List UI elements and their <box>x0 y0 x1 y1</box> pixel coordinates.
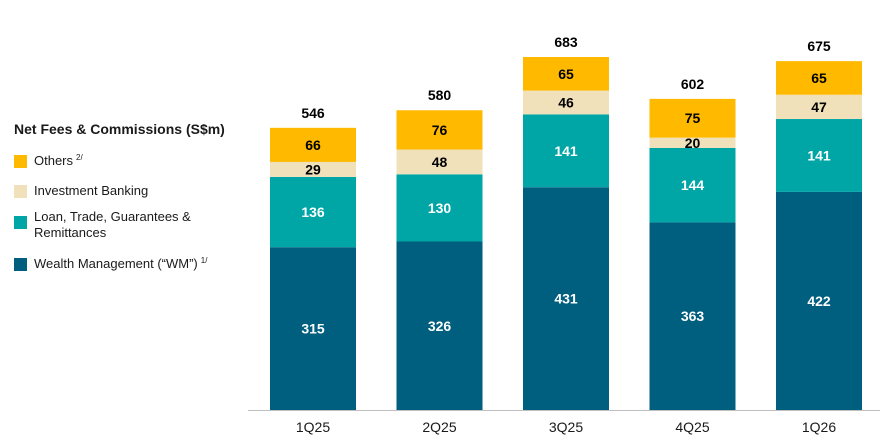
bar-segment-4q25-investment-banking <box>649 137 736 148</box>
bar-segment-3q25-loan-trade-guarantees-remittances <box>523 114 609 188</box>
legend-footnote-wealth-management: 1/ <box>200 256 208 265</box>
data-label-1q25-loan-trade-guarantees-remittances: 136 <box>301 204 325 220</box>
x-tick-label-1q26: 1Q26 <box>802 419 836 435</box>
bar-segment-1q25-loan-trade-guarantees-remittances <box>270 176 356 248</box>
legend-label-investment-banking: Investment Banking <box>34 183 149 198</box>
total-label-4q25: 602 <box>681 76 705 92</box>
data-label-1q25-wealth-management-wm: 315 <box>301 321 325 337</box>
bar-segment-1q26-wealth-management-wm <box>776 191 862 410</box>
data-label-2q25-investment-banking: 48 <box>432 154 448 170</box>
data-label-2q25-loan-trade-guarantees-remittances: 130 <box>428 200 452 216</box>
data-label-1q26-others: 65 <box>811 70 827 86</box>
bar-segment-1q26-loan-trade-guarantees-remittances <box>776 119 862 192</box>
x-tick-label-1q25: 1Q25 <box>296 419 330 435</box>
legend-item-others: Others 2/ <box>14 153 254 169</box>
legend-label-loan-trade: Loan, Trade, Guarantees & Remittances <box>34 209 191 240</box>
x-tick-label-2q25: 2Q25 <box>422 419 456 435</box>
data-label-4q25-wealth-management-wm: 363 <box>681 308 705 324</box>
legend-item-wealth-management: Wealth Management (“WM”) 1/ <box>14 256 254 272</box>
bar-segment-2q25-investment-banking <box>396 149 483 175</box>
total-label-1q26: 675 <box>807 38 831 54</box>
data-label-1q25-investment-banking: 29 <box>305 161 321 177</box>
data-label-3q25-investment-banking: 46 <box>558 94 574 110</box>
legend-title: Net Fees & Commissions (S$m) <box>14 121 225 137</box>
legend-item-investment-banking: Investment Banking <box>14 183 254 199</box>
data-label-4q25-others: 75 <box>685 110 701 126</box>
legend-item-loan-trade: Loan, Trade, Guarantees & Remittances <box>14 209 254 241</box>
x-tick-label-4q25: 4Q25 <box>675 419 709 435</box>
legend-swatch-wealth-management <box>14 258 27 271</box>
legend-footnote-others: 2/ <box>76 153 83 162</box>
data-label-1q26-loan-trade-guarantees-remittances: 141 <box>807 147 831 163</box>
bar-segment-1q26-others <box>776 61 862 95</box>
legend-swatch-investment-banking <box>14 185 27 198</box>
bar-segment-1q25-investment-banking <box>270 161 356 177</box>
legend-label-others: Others <box>34 153 74 168</box>
bar-segment-3q25-wealth-management-wm <box>523 187 609 410</box>
data-label-4q25-investment-banking: 20 <box>685 135 701 151</box>
legend-swatch-others <box>14 155 27 168</box>
bar-segment-2q25-others <box>396 110 483 150</box>
data-label-1q26-investment-banking: 47 <box>811 99 827 115</box>
data-label-3q25-wealth-management-wm: 431 <box>554 291 578 307</box>
bar-segment-2q25-wealth-management-wm <box>396 241 483 410</box>
chart-legend: Net Fees & Commissions (S$m) Others 2/ In… <box>14 121 254 272</box>
data-label-3q25-others: 65 <box>558 66 574 82</box>
total-label-1q25: 546 <box>301 105 325 121</box>
data-label-4q25-loan-trade-guarantees-remittances: 144 <box>681 177 705 193</box>
data-label-1q26-wealth-management-wm: 422 <box>807 293 831 309</box>
bar-segment-1q25-others <box>270 127 356 162</box>
data-label-3q25-loan-trade-guarantees-remittances: 141 <box>554 143 578 159</box>
bar-segment-4q25-loan-trade-guarantees-remittances <box>649 147 736 223</box>
legend-swatch-loan-trade <box>14 216 27 229</box>
x-tick-label-3q25: 3Q25 <box>549 419 583 435</box>
bar-segment-1q25-wealth-management-wm <box>270 247 356 410</box>
data-label-2q25-others: 76 <box>432 122 448 138</box>
total-label-2q25: 580 <box>428 87 452 103</box>
data-label-2q25-wealth-management-wm: 326 <box>428 318 452 334</box>
legend-label-wealth-management: Wealth Management (“WM”) <box>34 256 198 271</box>
bar-segment-1q26-investment-banking <box>776 94 862 120</box>
bar-segment-2q25-loan-trade-guarantees-remittances <box>396 174 483 242</box>
total-label-3q25: 683 <box>554 34 578 50</box>
bar-segment-4q25-wealth-management-wm <box>649 222 736 410</box>
bar-segment-3q25-others <box>523 57 609 91</box>
bar-segment-4q25-others <box>649 98 736 138</box>
data-label-1q25-others: 66 <box>305 137 321 153</box>
bar-segment-3q25-investment-banking <box>523 90 609 115</box>
